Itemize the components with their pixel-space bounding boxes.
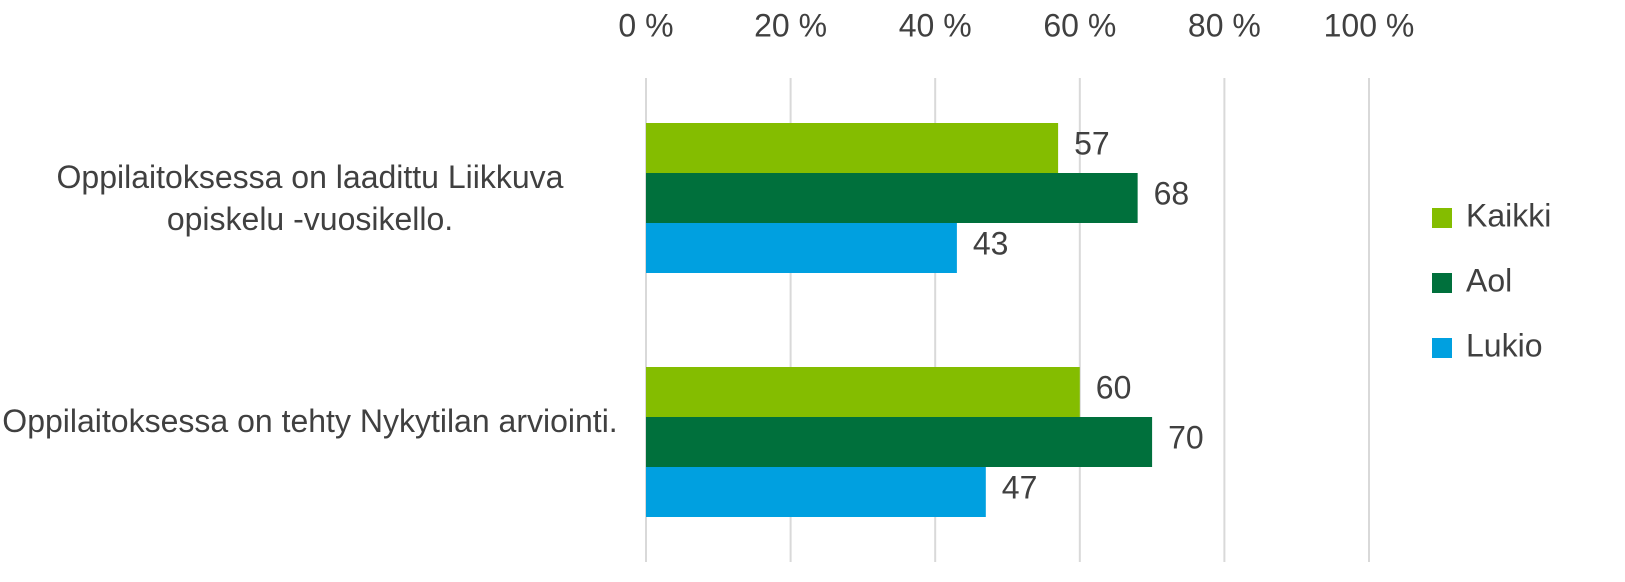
bar	[646, 467, 986, 517]
x-tick-label: 0 %	[618, 7, 673, 43]
bar	[646, 173, 1138, 223]
legend-swatch	[1432, 208, 1452, 228]
data-label: 70	[1168, 419, 1204, 455]
data-label: 68	[1154, 175, 1190, 211]
category-label: Oppilaitoksessa on laadittu Liikkuva opi…	[56, 159, 564, 237]
x-tick-label: 20 %	[754, 7, 827, 43]
x-tick-label: 60 %	[1043, 7, 1116, 43]
bar	[646, 223, 957, 273]
x-tick-label: 80 %	[1188, 7, 1261, 43]
data-label: 47	[1002, 469, 1038, 505]
legend-label: Kaikki	[1466, 197, 1551, 233]
bar	[646, 417, 1153, 467]
bar	[646, 123, 1059, 173]
x-tick-label: 40 %	[899, 7, 972, 43]
data-label: 60	[1096, 369, 1132, 405]
x-tick-label: 100 %	[1324, 7, 1415, 43]
legend-label: Aol	[1466, 262, 1512, 298]
data-label: 43	[973, 225, 1009, 261]
legend-label: Lukio	[1466, 327, 1543, 363]
category-label: Oppilaitoksessa on tehty Nykytilan arvio…	[2, 403, 618, 439]
data-label: 57	[1074, 125, 1110, 161]
legend-swatch	[1432, 273, 1452, 293]
bar	[646, 367, 1080, 417]
legend-swatch	[1432, 338, 1452, 358]
